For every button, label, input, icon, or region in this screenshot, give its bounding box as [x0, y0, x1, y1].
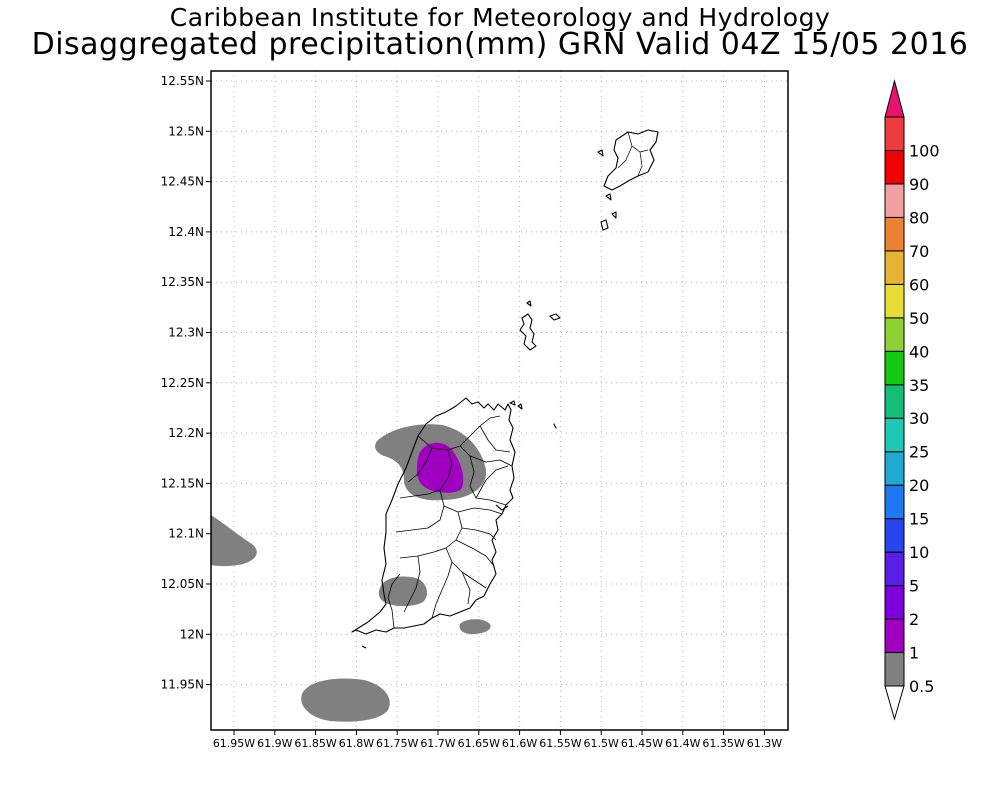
precip-region-south-offshore: [301, 678, 390, 722]
lon-tick-label: 61.3W: [747, 737, 782, 750]
gridlines: [211, 71, 788, 730]
lon-tick-label: 61.6W: [502, 737, 537, 750]
carriacou-coastline: [519, 313, 537, 351]
colorbar-label: 60: [909, 275, 929, 294]
latitude-axis: 12.55N 12.5N 12.45N 12.4N 12.35N 12.3N 12.25N 1…: [161, 74, 211, 692]
grenadines-islet-2: [605, 193, 612, 201]
colorbar-label: 25: [909, 443, 929, 462]
colorbar-swatch: [884, 216, 905, 252]
lat-tick-label: 12.45N: [161, 175, 204, 189]
colorbar-bottom-arrow: [884, 685, 905, 721]
lon-tick-label: 61.35W: [702, 737, 744, 750]
colorbar-swatch: [884, 350, 905, 386]
colorbar-swatch: [884, 317, 905, 352]
colorbar-swatch: [884, 451, 905, 486]
colorbar-label: 30: [909, 409, 929, 428]
colorbar-swatch: [884, 484, 905, 520]
title-line-2: Disaggregated precipitation(mm) GRN Vali…: [31, 27, 969, 62]
colorbar-label: 100: [909, 141, 940, 160]
map-area: [210, 70, 789, 731]
colorbar-label: 50: [909, 309, 929, 328]
lat-tick-label: 12.5N: [168, 124, 204, 138]
colorbar-label: 80: [909, 208, 929, 227]
precipitation-layer: [211, 424, 491, 722]
coastlines: [351, 129, 659, 649]
colorbar-label: 2: [909, 610, 919, 629]
lon-tick-label: 61.55W: [539, 737, 581, 750]
lon-tick-label: 61.95W: [213, 737, 255, 750]
islet-2: [517, 403, 523, 410]
colorbar-swatch: [884, 652, 905, 687]
lon-tick-label: 61.5W: [584, 737, 619, 750]
lon-tick-label: 61.4W: [665, 737, 700, 750]
islet-5: [495, 504, 509, 511]
colorbar-swatch: [884, 585, 905, 620]
lon-tick-label: 61.65W: [458, 737, 500, 750]
colorbar-swatch: [884, 250, 905, 285]
lat-tick-label: 12.3N: [168, 326, 204, 340]
lat-tick-label: 12.05N: [161, 577, 204, 591]
grenadines-islet-3: [600, 219, 609, 231]
lat-tick-label: 12.55N: [161, 74, 204, 88]
colorbar-swatch: [884, 618, 905, 654]
islet-3: [553, 423, 557, 429]
colorbar-label: 1: [909, 644, 919, 663]
colorbar-top-arrow: [884, 79, 905, 118]
lon-tick-label: 61.9W: [257, 737, 292, 750]
lon-tick-label: 61.45W: [621, 737, 663, 750]
title-line-1: Caribbean Institute for Meteorology and …: [169, 3, 831, 32]
grenadines-islet-1: [597, 149, 604, 157]
precip-region-west-edge: [211, 515, 257, 567]
carriacou-islet-2: [526, 300, 532, 307]
longitude-axis: 61.95W 61.9W 61.85W 61.8W 61.75W 61.7W 61.65W 6…: [213, 730, 782, 750]
islet-1: [509, 400, 516, 406]
colorbar-swatch: [884, 417, 905, 453]
islet-4: [361, 645, 367, 649]
grenadines-islet-4: [611, 211, 617, 219]
lat-tick-label: 12.2N: [168, 426, 204, 440]
colorbar-swatch: [884, 518, 905, 553]
colorbar-label: 40: [909, 342, 929, 361]
colorbar-swatch: [884, 551, 905, 587]
lat-tick-label: 12N: [180, 627, 204, 641]
colorbar-swatch: [884, 384, 905, 419]
grenada-coastline: [351, 397, 516, 635]
lat-tick-label: 12.25N: [161, 376, 204, 390]
lat-tick-label: 11.95N: [161, 678, 204, 692]
lon-tick-label: 61.7W: [420, 737, 455, 750]
map-frame: [210, 70, 789, 731]
lon-tick-label: 61.85W: [294, 737, 336, 750]
colorbar-label: 70: [909, 242, 929, 261]
colorbar-swatch: [884, 183, 905, 218]
lat-tick-label: 12.35N: [161, 275, 204, 289]
colorbar-label: 35: [909, 376, 929, 395]
colorbar-label: 20: [909, 476, 929, 495]
carriacou-islet: [549, 313, 561, 321]
lat-tick-label: 12.1N: [168, 527, 204, 541]
colorbar-label: 90: [909, 175, 929, 194]
colorbar-swatch: [884, 116, 905, 151]
colorbar-swatch: [884, 283, 905, 319]
lon-tick-label: 61.8W: [339, 737, 374, 750]
grenada-boundaries: [387, 415, 513, 629]
grenadines-boundaries: [617, 131, 649, 177]
lon-tick-label: 61.75W: [376, 737, 418, 750]
map-background: [211, 71, 788, 730]
precip-region-purple: [416, 442, 464, 493]
colorbar-swatch: [884, 149, 905, 185]
lat-tick-label: 12.4N: [168, 225, 204, 239]
colorbar-label: 15: [909, 510, 929, 529]
colorbar-label: 5: [909, 577, 919, 596]
lat-tick-label: 12.15N: [161, 476, 204, 490]
colorbar-label: 0.5: [909, 677, 934, 696]
precip-region-southeast: [459, 619, 491, 634]
colorbar-label: 10: [909, 543, 929, 562]
precip-region-south-grenada: [378, 576, 428, 607]
